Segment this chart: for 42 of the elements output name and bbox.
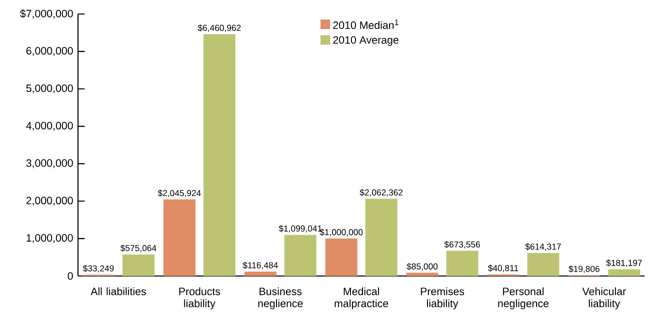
x-tick-label: Medical malpractice [334, 287, 388, 310]
data-label: $6,460,962 [198, 24, 241, 32]
bar [284, 234, 316, 276]
y-tick-label: 2,000,000 [26, 196, 73, 206]
bar [527, 252, 560, 276]
x-tick-label: Products liability [179, 287, 220, 310]
bar [325, 238, 358, 276]
y-tick-label: 4,000,000 [26, 122, 73, 131]
y-tick-label: 3,000,000 [26, 159, 73, 168]
bar [446, 250, 478, 276]
data-label: $614,317 [525, 243, 561, 251]
data-label: $181,197 [606, 259, 642, 267]
data-label: $85,000 [406, 263, 438, 271]
data-label: $2,062,362 [360, 189, 403, 197]
bar [406, 272, 438, 276]
data-label: $116,484 [242, 262, 278, 270]
y-tick-label: 1,000,000 [26, 234, 73, 243]
x-tick-label: Premises liability [420, 287, 464, 310]
x-tick-label: Business neglience [258, 287, 303, 310]
y-tick-label: 6,000,000 [26, 47, 73, 56]
bar [365, 198, 398, 276]
x-tick-label: Personal negligence [498, 287, 549, 310]
legend-label: 2010 Average [333, 36, 398, 46]
data-label: $1,099,041 [278, 225, 322, 233]
data-label: $2,045,924 [158, 190, 201, 198]
y-tick-label: $7,000,000 [20, 9, 73, 19]
bar [244, 272, 276, 276]
data-label: $1,000,000 [320, 228, 363, 236]
data-label: $40,811 [488, 264, 518, 272]
data-label: $19,806 [568, 265, 600, 273]
y-tick-label: 5,000,000 [26, 84, 73, 94]
bar [203, 34, 236, 276]
x-tick-label: Vehicular liability [582, 287, 626, 310]
data-label: $575,064 [120, 244, 156, 252]
legend-label: 2010 Median$^{1}$ [333, 20, 398, 29]
data-label: $673,556 [444, 241, 480, 249]
bar [608, 269, 640, 276]
bar [122, 254, 154, 276]
data-label: $33,249 [82, 264, 114, 272]
bar [163, 199, 196, 276]
x-tick-label: All liabilities [90, 287, 146, 296]
y-tick-label: 0 [68, 272, 73, 280]
